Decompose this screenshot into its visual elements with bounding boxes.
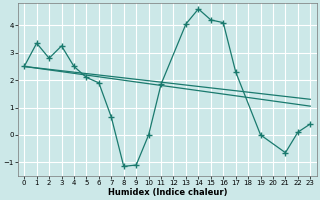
X-axis label: Humidex (Indice chaleur): Humidex (Indice chaleur) — [108, 188, 227, 197]
